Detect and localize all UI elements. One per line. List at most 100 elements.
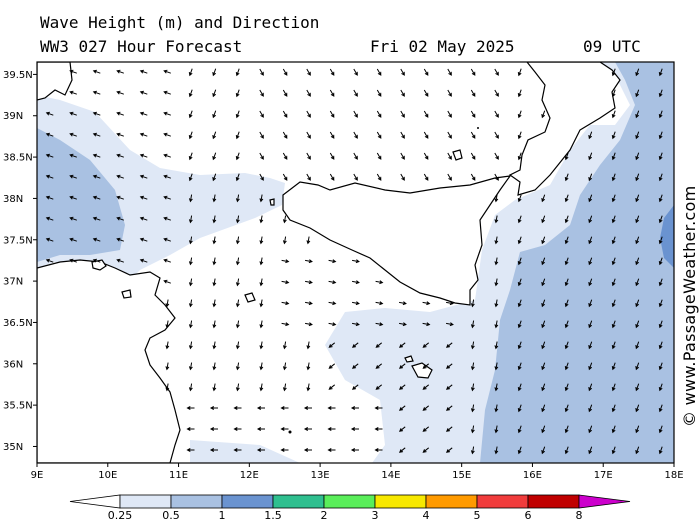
wave-arrow (635, 425, 640, 434)
wave-arrow (116, 258, 124, 263)
wave-arrow (306, 131, 311, 139)
island (288, 430, 292, 434)
wave-arrow (116, 174, 124, 179)
lon-tick-label: 15E (452, 470, 471, 481)
wave-arrow (423, 131, 429, 139)
wave-arrow (306, 89, 311, 97)
wave-arrow (398, 384, 406, 390)
wave-height-colorbar: 0.25 0.5 1 1.5 2 3 4 5 6 8 (69, 494, 631, 522)
wave-arrow (188, 299, 193, 308)
colorbar-segment (425, 494, 478, 509)
wave-arrow (92, 132, 101, 137)
wave-arrow (541, 194, 546, 203)
wave-arrow (517, 194, 522, 203)
wave-arrow (447, 110, 452, 118)
wave-arrow (375, 342, 383, 348)
wave-arrow (588, 446, 593, 455)
wave-arrow (188, 362, 193, 371)
wave-arrow (352, 259, 360, 264)
wave-arrow (92, 111, 101, 116)
wave-arrow (494, 89, 499, 97)
wave-arrow (470, 341, 475, 350)
wave-arrow (188, 215, 193, 224)
wave-arrow (635, 341, 640, 350)
wave-arrow (165, 383, 170, 392)
wave-arrow (163, 237, 171, 242)
wave-arrow (658, 68, 663, 77)
wave-arrow (658, 341, 663, 350)
wave-arrow (376, 173, 382, 181)
wave-arrow (400, 173, 405, 181)
wave-arrow (69, 111, 77, 116)
wave-arrow (139, 111, 148, 116)
wave-arrow (494, 194, 499, 203)
island (269, 198, 275, 206)
wave-arrow (470, 68, 476, 76)
wave-arrow (259, 341, 264, 350)
wave-arrow (470, 383, 475, 392)
wave-arrow (422, 322, 431, 327)
wave-arrow (470, 110, 476, 118)
wave-arrow (374, 427, 383, 431)
wave-arrow (658, 194, 663, 203)
wave-arrow (564, 425, 569, 434)
wave-arrow (494, 383, 499, 392)
wave-arrow (445, 426, 453, 432)
wave-arrow (259, 383, 264, 392)
wave-arrow (400, 131, 405, 139)
wave-arrow (329, 131, 335, 139)
wave-arrow (635, 257, 640, 266)
wave-arrow (163, 195, 171, 200)
lat-tick-label: 39.5N (3, 70, 33, 81)
wave-arrow (635, 278, 640, 287)
wave-arrow (611, 299, 616, 308)
wave-arrow (353, 152, 358, 160)
wave-arrow (45, 174, 54, 179)
wave-arrow (611, 404, 616, 413)
wave-arrow (69, 258, 77, 263)
wave-arrow (235, 131, 240, 140)
wave-arrow (139, 195, 148, 200)
lon-tick-label: 10E (98, 470, 117, 481)
wave-arrow (635, 299, 640, 308)
wave-arrow (517, 404, 522, 413)
wave-zone-medium (480, 62, 674, 463)
wave-arrow (494, 404, 499, 413)
wave-arrow (541, 110, 546, 119)
wave-arrow (327, 448, 336, 452)
wave-arrow (188, 236, 193, 245)
wave-arrow (235, 383, 240, 392)
wave-arrow (188, 152, 193, 161)
tunisia-coast (37, 259, 181, 463)
wave-arrow (235, 278, 240, 287)
wave-arrow (92, 195, 101, 200)
wave-arrow (280, 448, 289, 452)
wave-arrow (635, 362, 640, 371)
colorbar-segment (323, 494, 376, 509)
lat-tick-label: 38N (3, 194, 23, 205)
wave-arrow (350, 448, 359, 452)
wave-arrow (423, 152, 429, 160)
wave-arrow (588, 341, 593, 350)
wave-arrow (447, 68, 452, 76)
latitude-axis: 39.5N 39N 38.5N 38N 37.5N 37N 36.5N 36N 35.5N 35N (3, 70, 37, 453)
wave-arrow (45, 216, 54, 221)
wave-arrow (45, 258, 54, 263)
wave-arrow (282, 341, 287, 350)
wave-arrow (353, 110, 358, 118)
wave-arrow (212, 362, 217, 371)
wave-arrow (327, 406, 336, 410)
wave-arrow (658, 110, 663, 119)
wave-arrow (353, 131, 358, 139)
wave-arrow (233, 427, 242, 431)
wave-arrow (611, 257, 616, 266)
colorbar-segment (374, 494, 427, 509)
wave-arrow (611, 152, 616, 161)
wave-arrow (163, 279, 171, 284)
wave-arrow (398, 405, 406, 411)
wave-arrow (517, 362, 522, 371)
wave-arrow (188, 320, 193, 329)
wave-arrow (611, 278, 616, 287)
wave-arrow (306, 236, 311, 245)
wave-arrow (259, 362, 264, 371)
